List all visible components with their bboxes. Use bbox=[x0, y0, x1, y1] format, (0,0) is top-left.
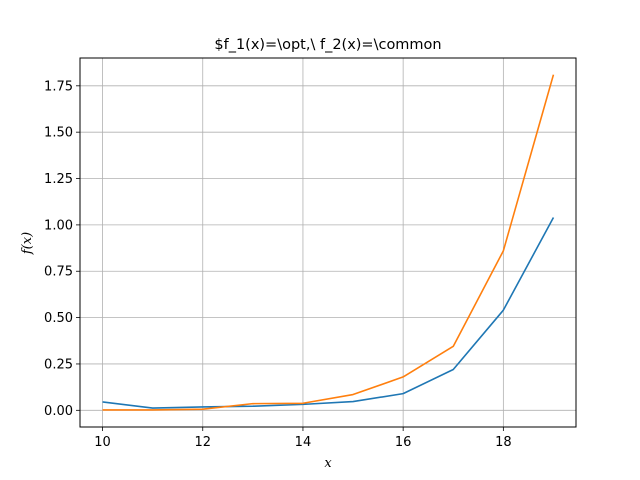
y-tick-label: 1.75 bbox=[44, 79, 73, 94]
series-lines bbox=[102, 74, 555, 411]
x-ticks: 10 12 14 16 18 bbox=[94, 427, 512, 450]
y-ticks: 0.00 0.25 0.50 0.75 1.00 1.25 1.50 1.75 bbox=[44, 79, 80, 419]
y-tick-label: 0.75 bbox=[44, 265, 73, 280]
plot-frame bbox=[79, 57, 577, 428]
series-2-line bbox=[102, 74, 555, 411]
x-tick-label: 12 bbox=[194, 435, 211, 450]
y-tick-label: 1.50 bbox=[44, 126, 73, 141]
y-tick-label: 0.50 bbox=[44, 311, 73, 326]
chart-title: $f_1(x)=\opt,\ f_2(x)=\common bbox=[214, 37, 441, 53]
series-1-line bbox=[102, 217, 555, 409]
x-axis-label: x bbox=[324, 456, 332, 471]
x-tick-label: 14 bbox=[295, 435, 312, 450]
y-tick-label: 0.25 bbox=[44, 357, 73, 372]
x-tick-label: 18 bbox=[495, 435, 512, 450]
grid bbox=[80, 58, 576, 427]
y-tick-label: 0.00 bbox=[44, 404, 73, 419]
x-tick-label: 10 bbox=[94, 435, 111, 450]
y-tick-label: 1.00 bbox=[44, 218, 73, 233]
y-tick-label: 1.25 bbox=[44, 172, 73, 187]
x-tick-label: 16 bbox=[395, 435, 412, 450]
y-axis-label: f(x) bbox=[20, 232, 35, 255]
